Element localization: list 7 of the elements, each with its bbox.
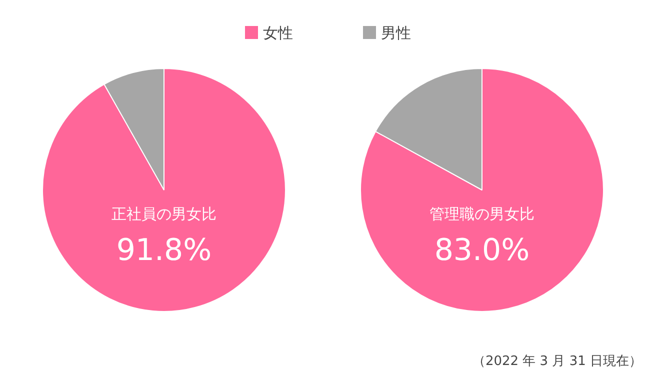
text: 管理職の男女比 (430, 204, 534, 223)
text: 正社員の男女比 (112, 204, 216, 223)
data-label: 83.0% (434, 232, 530, 268)
legend-label: 女性 (262, 24, 293, 43)
legend-label: 男性 (380, 24, 411, 43)
data-label: 91.8% (116, 232, 212, 268)
text: （2022 年 3 月 31 日現在） (472, 353, 642, 370)
